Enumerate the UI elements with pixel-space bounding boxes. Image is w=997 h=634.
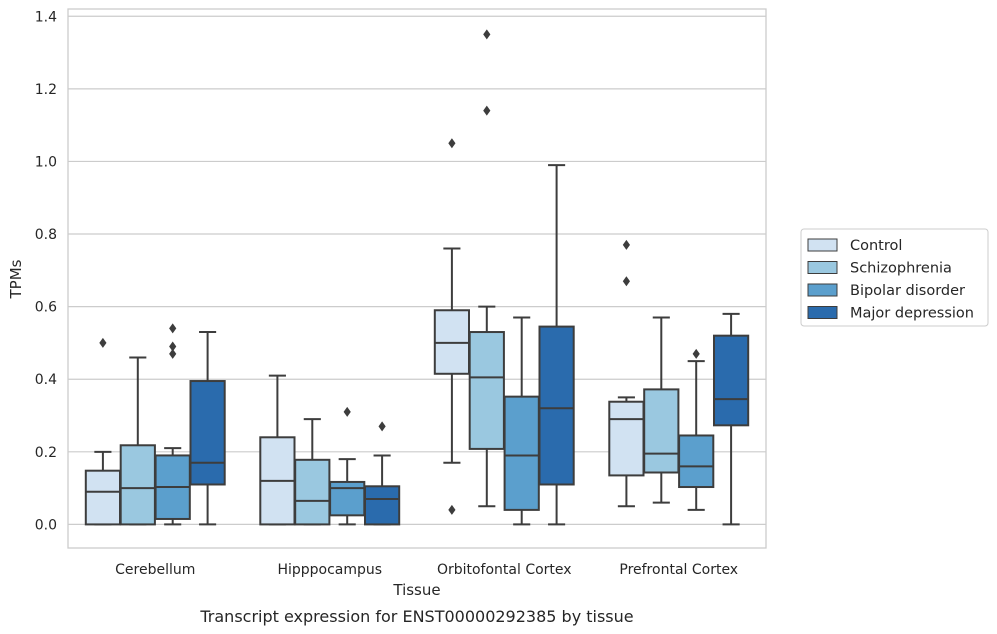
box-group (259, 374, 296, 526)
legend-label: Major depression (850, 306, 974, 322)
box-group (538, 164, 575, 526)
box-group (468, 29, 505, 508)
box (329, 480, 366, 517)
box (468, 331, 505, 450)
outlier-point (169, 348, 177, 359)
box-group (363, 421, 401, 526)
legend-label: Bipolar disorder (850, 283, 965, 299)
outlier-point (378, 421, 386, 432)
legend-frame (800, 228, 989, 327)
boxes (84, 29, 750, 526)
chart-title: Transcript expression for ENST0000029238… (199, 607, 633, 626)
legend-swatch (807, 238, 838, 252)
plot-frame (67, 8, 767, 549)
box (84, 469, 122, 526)
box (294, 458, 331, 526)
y-tick-label: 0.0 (35, 517, 57, 533)
y-tick-label: 1.4 (35, 9, 57, 25)
y-tick-labels: 0.0 0.2 0.4 0.6 0.8 1.0 1.2 1.4 (35, 9, 57, 533)
x-tick-label: Hipppocampus (277, 562, 382, 578)
legend-swatch (807, 283, 838, 297)
legend-label: Control (850, 238, 902, 254)
legend-swatch (807, 261, 838, 274)
outlier-point (343, 406, 351, 417)
outlier-point (622, 276, 630, 287)
outlier-point (169, 323, 177, 334)
box-group (189, 331, 226, 526)
box-group (678, 348, 715, 511)
y-tick-label: 0.2 (35, 445, 57, 461)
outlier-point (448, 504, 456, 515)
box-group (712, 312, 750, 526)
box (608, 400, 645, 477)
outlier-point (622, 239, 630, 250)
box (189, 380, 226, 486)
box (538, 325, 575, 486)
box-group (643, 316, 680, 504)
x-tick-label: Cerebellum (115, 562, 195, 578)
legend-label: Schizophrenia (850, 261, 952, 277)
box (119, 444, 156, 526)
y-tick-label: 0.8 (35, 227, 57, 243)
x-tick-label: Prefrontal Cortex (619, 562, 738, 578)
x-axis-label: Tissue (392, 581, 440, 599)
outlier-point (448, 138, 456, 149)
y-tick-label: 1.2 (35, 82, 57, 98)
outlier-point (99, 337, 107, 348)
box-group (84, 337, 122, 526)
legend-swatch (807, 306, 838, 319)
outlier-point (692, 348, 700, 359)
box (712, 334, 750, 427)
outlier-point (169, 341, 177, 352)
outlier-point (483, 29, 491, 40)
legend: Control Schizophrenia Bipolar disorder Majo… (800, 228, 989, 327)
box (678, 434, 715, 489)
box-group (294, 418, 331, 526)
y-axis-label: TPMs (7, 259, 25, 299)
y-tick-label: 0.4 (35, 372, 57, 388)
outlier-point (483, 105, 491, 116)
y-tick-label: 0.6 (35, 300, 57, 316)
box (363, 485, 401, 526)
box-group (503, 316, 540, 526)
box (503, 395, 540, 511)
x-tick-labels: Cerebellum Hipppocampus Orbitofontal Corte… (115, 562, 738, 578)
box (643, 388, 680, 474)
x-tick-label: Orbitofontal Cortex (437, 562, 572, 578)
grid-lines (68, 15, 766, 526)
box-group (154, 323, 191, 526)
y-tick-label: 1.0 (35, 154, 57, 170)
